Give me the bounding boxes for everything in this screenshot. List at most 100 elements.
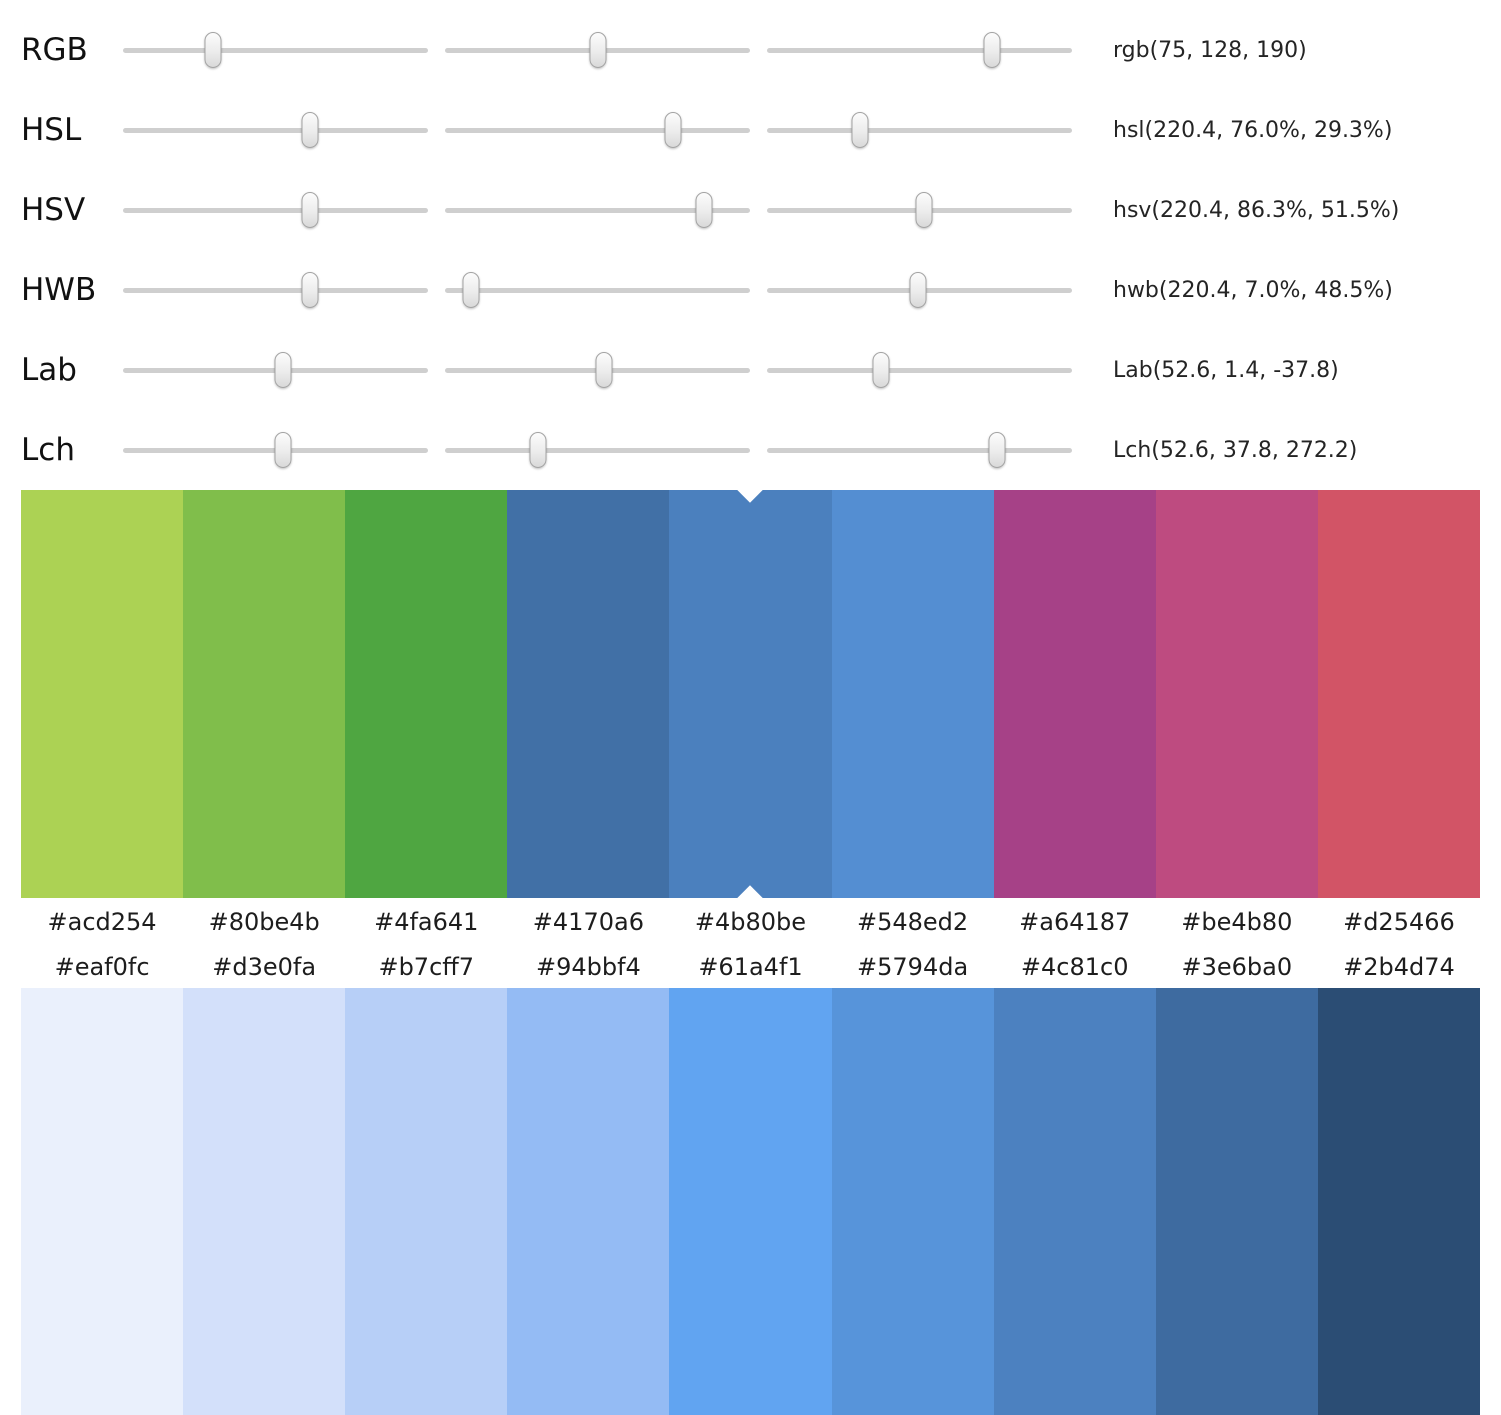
hsv-slider-3[interactable] [767,188,1072,232]
slider-thumb[interactable] [301,192,319,228]
colorspace-label: Lab [21,352,77,388]
slider-thumb[interactable] [595,352,613,388]
slider-thumb[interactable] [529,432,547,468]
lab-slider-1[interactable] [123,348,428,392]
slider-panel: RGB rgb(75, 128, 190) HSL hsl(220.4, 76.0%,… [0,0,1501,490]
hsv-slider-1[interactable] [123,188,428,232]
color-swatch[interactable] [345,988,508,1415]
hsl-slider-1[interactable] [123,108,428,152]
color-swatch[interactable] [1317,988,1480,1415]
color-value-text: hsl(220.4, 76.0%, 29.3%) [1113,117,1393,143]
slider-thumb[interactable] [462,272,480,308]
slider-thumb[interactable] [589,32,607,68]
color-swatch[interactable] [1155,490,1318,898]
hwb-slider-2[interactable] [445,268,750,312]
color-swatch[interactable] [669,988,832,1415]
hwb-slider-1[interactable] [123,268,428,312]
hex-code-label: #d25466 [1343,908,1455,936]
slider-thumb[interactable] [695,192,713,228]
hex-code-label: #be4b80 [1181,908,1293,936]
slider-row-hsv: HSV hsv(220.4, 86.3%, 51.5%) [21,170,1501,250]
color-value-text: rgb(75, 128, 190) [1113,37,1307,63]
color-value-text: hsv(220.4, 86.3%, 51.5%) [1113,197,1400,223]
hwb-slider-3[interactable] [767,268,1072,312]
colorspace-label: RGB [21,32,88,68]
hex-code-label: #4170a6 [532,908,644,936]
slider-row-lch: Lch Lch(52.6, 37.8, 272.2) [21,410,1501,490]
slider-rail [767,127,1072,133]
color-swatch[interactable] [831,988,994,1415]
hex-code-label: #eaf0fc [54,953,150,981]
rgb-slider-1[interactable] [123,28,428,72]
slider-thumb[interactable] [301,272,319,308]
color-swatch[interactable] [345,490,508,898]
hex-code-label: #a64187 [1019,908,1131,936]
hex-code-label: #548ed2 [857,908,969,936]
slider-thumb[interactable] [909,272,927,308]
color-swatch[interactable] [669,477,832,911]
lab-slider-3[interactable] [767,348,1072,392]
slider-thumb[interactable] [274,352,292,388]
hex-code-label: #b7cff7 [378,953,475,981]
lch-slider-3[interactable] [767,428,1072,472]
slider-thumb[interactable] [851,112,869,148]
color-swatch[interactable] [21,988,184,1415]
color-swatch[interactable] [507,988,670,1415]
slider-rail [767,367,1072,373]
slider-thumb[interactable] [204,32,222,68]
slider-row-hsl: HSL hsl(220.4, 76.0%, 29.3%) [21,90,1501,170]
tint-palette [21,988,1480,1415]
color-swatch[interactable] [183,490,346,898]
slider-rail [123,127,428,133]
hex-code-label: #80be4b [208,908,320,936]
slider-rail [445,207,750,213]
hue-palette [21,477,1480,911]
slider-rail [767,47,1072,53]
slider-rail [123,47,428,53]
color-value-text: Lab(52.6, 1.4, -37.8) [1113,357,1339,383]
hex-code-label: #4b80be [694,908,807,936]
slider-rail [445,287,750,293]
color-swatch[interactable] [831,490,994,898]
colorspace-label: HSV [21,192,86,228]
colorspace-label: Lch [21,432,75,468]
slider-thumb[interactable] [872,352,890,388]
color-swatch[interactable] [507,490,670,898]
hex-code-label: #3e6ba0 [1181,953,1293,981]
color-swatch[interactable] [21,490,184,898]
hsl-slider-3[interactable] [767,108,1072,152]
hue-hex-labels: #acd254 #80be4b #4fa641 #4170a6 #4b80be #548e… [21,898,1480,946]
slider-thumb[interactable] [983,32,1001,68]
lab-slider-2[interactable] [445,348,750,392]
hex-code-label: #d3e0fa [212,953,317,981]
hsl-slider-2[interactable] [445,108,750,152]
slider-thumb[interactable] [274,432,292,468]
hex-code-label: #94bbf4 [535,953,641,981]
slider-thumb[interactable] [301,112,319,148]
color-value-text: hwb(220.4, 7.0%, 48.5%) [1113,277,1393,303]
color-swatch[interactable] [183,988,346,1415]
hex-code-label: #acd254 [47,908,157,936]
slider-row-rgb: RGB rgb(75, 128, 190) [21,10,1501,90]
hex-code-label: #61a4f1 [698,953,803,981]
color-swatch[interactable] [993,988,1156,1415]
color-swatch[interactable] [1155,988,1318,1415]
color-value-text: Lch(52.6, 37.8, 272.2) [1113,437,1358,463]
slider-rail [445,127,750,133]
slider-rail [123,287,428,293]
slider-thumb[interactable] [915,192,933,228]
slider-rail [767,447,1072,453]
lch-slider-2[interactable] [445,428,750,472]
hsv-slider-2[interactable] [445,188,750,232]
slider-thumb[interactable] [664,112,682,148]
slider-row-hwb: HWB hwb(220.4, 7.0%, 48.5%) [21,250,1501,330]
slider-thumb[interactable] [988,432,1006,468]
color-swatch[interactable] [993,490,1156,898]
tint-hex-labels: #eaf0fc #d3e0fa #b7cff7 #94bbf4 #61a4f1 #5794… [21,946,1480,988]
hex-code-label: #5794da [857,953,969,981]
slider-row-lab: Lab Lab(52.6, 1.4, -37.8) [21,330,1501,410]
color-swatch[interactable] [1317,490,1480,898]
rgb-slider-2[interactable] [445,28,750,72]
rgb-slider-3[interactable] [767,28,1072,72]
lch-slider-1[interactable] [123,428,428,472]
